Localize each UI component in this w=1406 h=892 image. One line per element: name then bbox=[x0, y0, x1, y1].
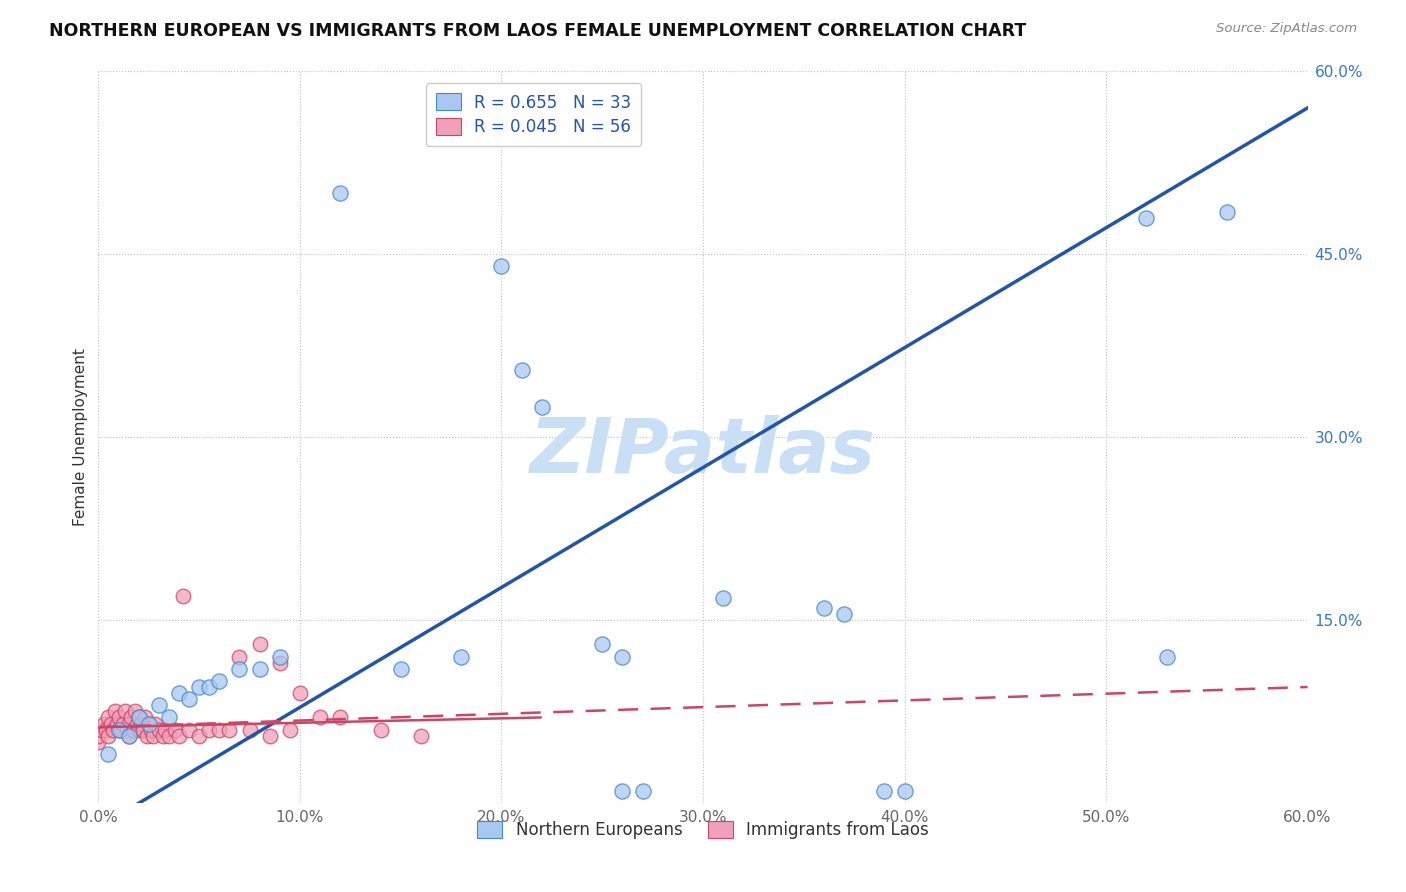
Point bbox=[591, 637, 613, 651]
Point bbox=[198, 723, 221, 737]
Point bbox=[128, 710, 150, 724]
Point bbox=[135, 729, 157, 743]
Point bbox=[143, 716, 166, 731]
Point bbox=[129, 716, 152, 731]
Point bbox=[491, 260, 513, 274]
Point bbox=[139, 723, 162, 737]
Point bbox=[100, 716, 122, 731]
Point bbox=[288, 686, 311, 700]
Point bbox=[269, 649, 291, 664]
Point bbox=[142, 729, 165, 743]
Point bbox=[269, 656, 291, 670]
Point bbox=[138, 716, 160, 731]
Point bbox=[132, 723, 155, 737]
Point bbox=[711, 591, 734, 605]
Point bbox=[97, 710, 120, 724]
Point bbox=[120, 710, 142, 724]
Point bbox=[97, 729, 120, 743]
Point bbox=[208, 723, 231, 737]
Point bbox=[118, 716, 141, 731]
Point bbox=[450, 649, 472, 664]
Point bbox=[530, 400, 553, 414]
Point bbox=[309, 710, 332, 724]
Point bbox=[124, 705, 146, 719]
Point bbox=[105, 716, 128, 731]
Point bbox=[96, 723, 118, 737]
Text: NORTHERN EUROPEAN VS IMMIGRANTS FROM LAOS FEMALE UNEMPLOYMENT CORRELATION CHART: NORTHERN EUROPEAN VS IMMIGRANTS FROM LAO… bbox=[49, 22, 1026, 40]
Point bbox=[873, 783, 896, 797]
Point bbox=[110, 723, 132, 737]
Point bbox=[107, 710, 129, 724]
Point bbox=[389, 662, 412, 676]
Point bbox=[1156, 649, 1178, 664]
Point bbox=[188, 729, 211, 743]
Point bbox=[107, 723, 129, 737]
Point bbox=[111, 716, 134, 731]
Point bbox=[813, 600, 835, 615]
Legend: Northern Europeans, Immigrants from Laos: Northern Europeans, Immigrants from Laos bbox=[471, 814, 935, 846]
Point bbox=[249, 662, 271, 676]
Point bbox=[157, 729, 180, 743]
Text: Source: ZipAtlas.com: Source: ZipAtlas.com bbox=[1216, 22, 1357, 36]
Point bbox=[370, 723, 392, 737]
Point bbox=[208, 673, 231, 688]
Point bbox=[107, 723, 129, 737]
Point bbox=[172, 589, 194, 603]
Point bbox=[134, 710, 156, 724]
Point bbox=[409, 729, 432, 743]
Point bbox=[329, 710, 352, 724]
Point bbox=[118, 729, 141, 743]
Point bbox=[91, 723, 114, 737]
Point bbox=[188, 680, 211, 694]
Point bbox=[1135, 211, 1157, 225]
Point bbox=[228, 662, 250, 676]
Point bbox=[128, 710, 150, 724]
Point bbox=[179, 692, 201, 706]
Point bbox=[152, 729, 174, 743]
Point bbox=[612, 783, 634, 797]
Point bbox=[179, 723, 201, 737]
Point bbox=[115, 723, 138, 737]
Point bbox=[148, 698, 170, 713]
Point bbox=[832, 607, 855, 621]
Point bbox=[510, 363, 533, 377]
Point bbox=[612, 649, 634, 664]
Point bbox=[198, 680, 221, 694]
Point bbox=[1216, 204, 1239, 219]
Point bbox=[121, 723, 143, 737]
Point bbox=[228, 649, 250, 664]
Point bbox=[153, 723, 176, 737]
Point bbox=[148, 723, 170, 737]
Point bbox=[87, 729, 110, 743]
Point bbox=[125, 716, 148, 731]
Point bbox=[329, 186, 352, 201]
Point bbox=[218, 723, 240, 737]
Point bbox=[167, 729, 190, 743]
Point bbox=[893, 783, 915, 797]
Point bbox=[259, 729, 281, 743]
Point bbox=[138, 716, 160, 731]
Point bbox=[631, 783, 654, 797]
Point bbox=[128, 723, 150, 737]
Point bbox=[278, 723, 301, 737]
Point bbox=[118, 729, 141, 743]
Point bbox=[157, 710, 180, 724]
Point bbox=[97, 747, 120, 761]
Point bbox=[93, 716, 115, 731]
Point bbox=[87, 735, 110, 749]
Y-axis label: Female Unemployment: Female Unemployment bbox=[73, 348, 87, 526]
Point bbox=[167, 686, 190, 700]
Point bbox=[114, 705, 136, 719]
Text: ZIPatlas: ZIPatlas bbox=[530, 415, 876, 489]
Point bbox=[249, 637, 271, 651]
Point bbox=[101, 723, 124, 737]
Point bbox=[163, 723, 186, 737]
Point bbox=[103, 705, 125, 719]
Point bbox=[239, 723, 262, 737]
